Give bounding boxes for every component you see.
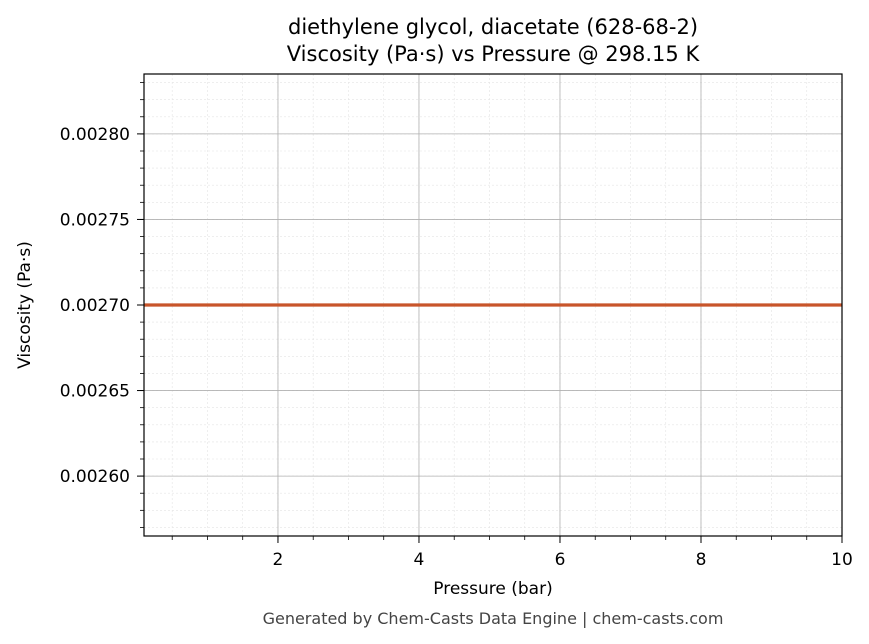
y-axis-label: Viscosity (Pa·s): [15, 241, 35, 369]
y-tick-label: 0.00275: [60, 210, 130, 230]
y-tick-label: 0.00260: [60, 467, 130, 487]
x-tick-label: 4: [414, 550, 425, 570]
plot-frame: [143, 73, 843, 537]
x-tick-label: 8: [696, 550, 707, 570]
y-tick-label: 0.00270: [60, 296, 130, 316]
chart-title-line-1: diethylene glycol, diacetate (628-68-2): [288, 15, 698, 39]
y-tick-label: 0.00265: [60, 382, 130, 402]
x-tick-label: 2: [273, 550, 284, 570]
y-tick-label: 0.00280: [60, 125, 130, 145]
ticks-layer: 2 4 6 8 10 0.00260 0.00265 0.00270 0.00275 0.0028…: [60, 82, 853, 570]
x-tick-label: 10: [831, 550, 853, 570]
chart-title-line-2: Viscosity (Pa·s) vs Pressure @ 298.15 K: [287, 42, 701, 66]
x-axis-label: Pressure (bar): [433, 579, 552, 599]
x-tick-label: 6: [555, 550, 566, 570]
footer-credit: Generated by Chem-Casts Data Engine | ch…: [263, 609, 724, 628]
